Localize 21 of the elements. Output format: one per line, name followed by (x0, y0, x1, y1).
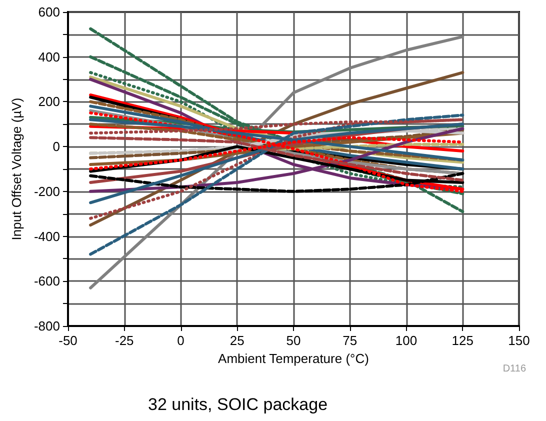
y-tick-label: -400 (34, 228, 60, 244)
y-tick-label: 600 (38, 4, 60, 20)
x-tick-label: 100 (395, 333, 418, 348)
x-tick-label: 150 (508, 333, 530, 348)
text: 32 units, SOIC package (148, 395, 328, 414)
y-tick-label: -800 (34, 318, 60, 334)
y-axis-title: Input Offset Voltage (µV) (9, 98, 24, 240)
y-tick-label: 200 (38, 94, 60, 110)
x-tick-label: 25 (230, 333, 244, 348)
x-axis-title: Ambient Temperature (°C) (218, 350, 369, 366)
x-tick-label: 0 (177, 333, 184, 348)
y-tick-label: -200 (34, 184, 60, 199)
x-tick-label: 50 (286, 333, 301, 348)
x-tick-label: -50 (58, 333, 78, 348)
x-tick-label: -25 (114, 333, 134, 348)
x-tick-label: 75 (342, 333, 358, 348)
x-tick-label: 125 (452, 333, 474, 348)
y-tick-label: 400 (38, 49, 60, 64)
text: D116 (502, 364, 526, 374)
y-tick-label: -600 (34, 274, 60, 289)
y-tick-label: 0 (52, 139, 60, 154)
